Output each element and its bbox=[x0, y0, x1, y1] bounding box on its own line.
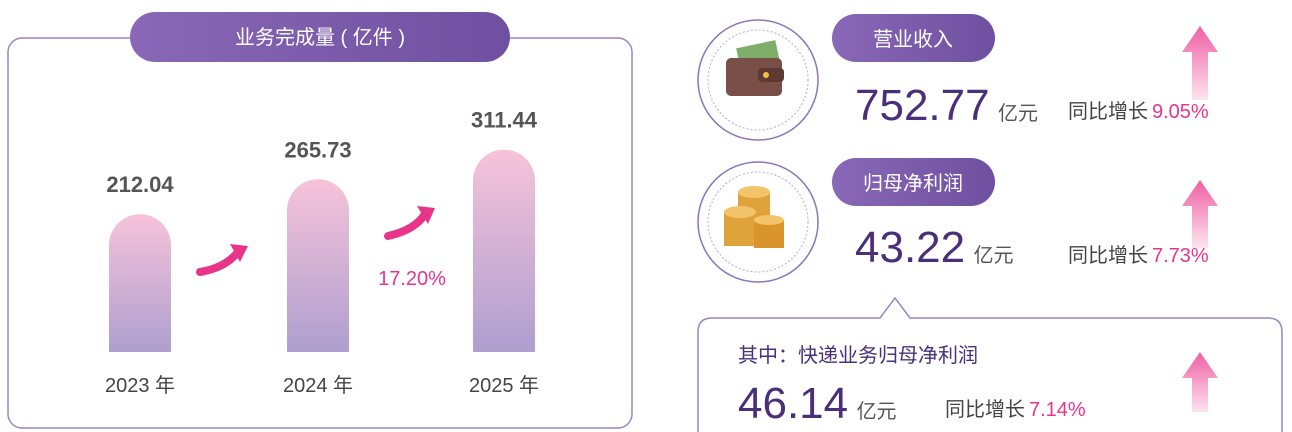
metric-label: 归母净利润 bbox=[863, 172, 963, 195]
value-label: 311.44 bbox=[471, 108, 538, 133]
growth-arrow bbox=[196, 248, 242, 276]
metric-yoy: 同比增长 9.05% bbox=[1068, 100, 1209, 123]
growth-arrow-head bbox=[230, 244, 248, 262]
sub-value: 46.14 bbox=[738, 379, 848, 428]
bar bbox=[109, 214, 171, 352]
wallet-icon bbox=[697, 19, 819, 141]
value-label: 265.73 bbox=[284, 137, 351, 162]
up-arrow bbox=[1182, 26, 1218, 100]
metric-line: 43.22 亿元 bbox=[855, 223, 1014, 272]
growth-arrow bbox=[384, 210, 429, 240]
metric-value: 752.77 bbox=[855, 81, 990, 130]
metric-pill bbox=[832, 14, 995, 62]
growth-arrow-head bbox=[417, 206, 435, 224]
metric-unit: 亿元 bbox=[974, 244, 1014, 267]
bar bbox=[287, 179, 349, 352]
yoy-value: 7.73% bbox=[1152, 245, 1209, 267]
sub-line: 46.14 亿元 bbox=[738, 379, 897, 428]
metric-value: 43.22 bbox=[855, 223, 965, 272]
sub-yoy: 同比增长 7.14% bbox=[945, 398, 1086, 421]
title-pill bbox=[130, 12, 510, 62]
x-tick-label: 2023 年 bbox=[105, 374, 175, 397]
sub-label: 其中：快递业务归母净利润 bbox=[738, 344, 978, 367]
growth-label: 17.20% bbox=[378, 268, 446, 290]
yoy-label: 同比增长 bbox=[945, 398, 1025, 421]
x-tick-label: 2024 年 bbox=[283, 374, 353, 397]
metric-unit: 亿元 bbox=[998, 102, 1038, 125]
yoy-label: 同比增长 bbox=[1068, 244, 1148, 267]
value-label: 212.04 bbox=[106, 172, 174, 197]
up-arrow bbox=[1182, 180, 1218, 248]
yoy-value: 9.05% bbox=[1152, 101, 1209, 123]
bar bbox=[473, 149, 535, 352]
up-arrow bbox=[1182, 352, 1218, 412]
metric-yoy: 同比增长 7.73% bbox=[1068, 244, 1209, 267]
coins-icon bbox=[697, 161, 819, 283]
chart-title: 业务完成量 ( 亿件 ) bbox=[235, 26, 405, 49]
x-tick-label: 2025 年 bbox=[469, 374, 539, 397]
metric-label: 营业收入 bbox=[873, 28, 953, 51]
sub-box bbox=[697, 296, 1283, 432]
metric-line: 752.77 亿元 bbox=[855, 81, 1038, 130]
metric-pill bbox=[832, 158, 995, 206]
yoy-label: 同比增长 bbox=[1068, 100, 1148, 123]
sub-unit: 亿元 bbox=[857, 400, 897, 423]
yoy-value: 7.14% bbox=[1029, 399, 1086, 421]
